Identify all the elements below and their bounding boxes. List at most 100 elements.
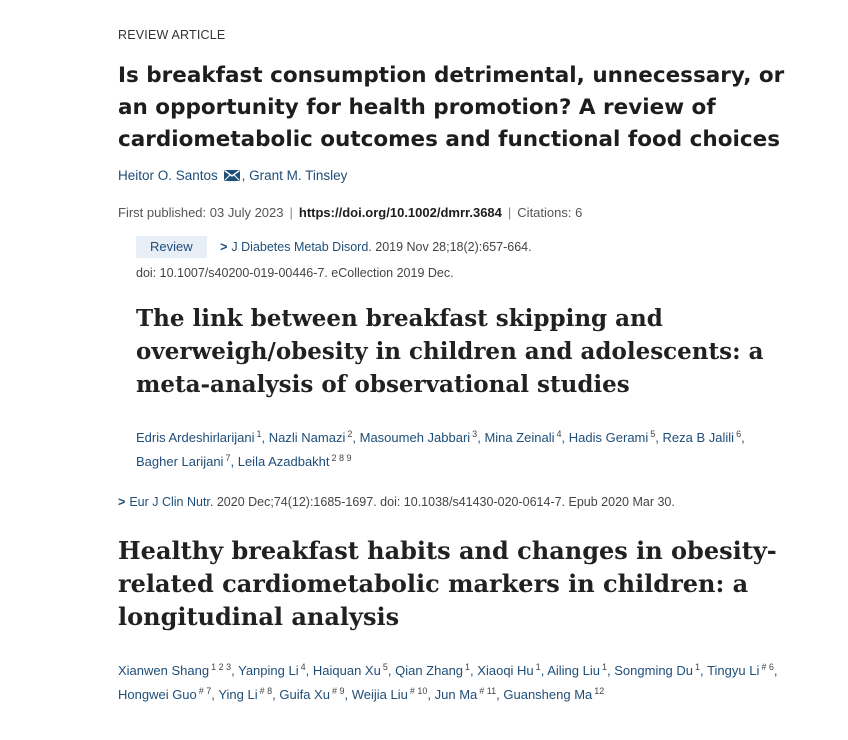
author-link[interactable]: Tingyu Li bbox=[707, 663, 760, 678]
affiliation-number[interactable]: 5 bbox=[650, 429, 656, 439]
author-entry: Guifa Xu # 9, bbox=[279, 686, 348, 702]
author-separator: , bbox=[773, 663, 778, 678]
author-separator: , bbox=[230, 454, 235, 469]
author-entry: Ailing Liu 1, bbox=[547, 662, 611, 678]
author-link[interactable]: Reza B Jalili bbox=[662, 430, 735, 445]
author-link[interactable]: Guansheng Ma bbox=[503, 687, 593, 702]
citation-details: 2020 Dec;74(12):1685-1697. doi: 10.1038/… bbox=[213, 495, 675, 509]
affiliation-number[interactable]: 2 bbox=[347, 429, 353, 439]
author-link[interactable]: Hongwei Guo bbox=[118, 687, 197, 702]
author-entry: Weijia Liu # 10, bbox=[351, 686, 431, 702]
author-entry: Nazli Namazi 2, bbox=[268, 429, 356, 445]
publication-info: First published: 03 July 2023 | https://do… bbox=[118, 205, 583, 220]
author-entry: Haiquan Xu 5, bbox=[312, 662, 392, 678]
author-entry: Qian Zhang 1, bbox=[395, 662, 474, 678]
chevron-right-icon[interactable]: > bbox=[118, 495, 126, 509]
citation-line: > Eur J Clin Nutr. 2020 Dec;74(12):1685-1… bbox=[118, 495, 675, 509]
author-separator: , bbox=[470, 663, 474, 678]
envelope-icon[interactable] bbox=[223, 169, 240, 181]
author-link[interactable]: Qian Zhang bbox=[395, 663, 464, 678]
author-link[interactable]: Edris Ardeshirlarijani bbox=[136, 430, 255, 445]
author-separator: , bbox=[387, 663, 392, 678]
affiliation-number[interactable]: # 10 bbox=[409, 686, 428, 696]
author-link[interactable]: Mina Zeinali bbox=[484, 430, 555, 445]
author-link[interactable]: Guifa Xu bbox=[279, 687, 330, 702]
affiliation-number[interactable]: # 11 bbox=[479, 686, 497, 696]
author-separator: , bbox=[700, 663, 704, 678]
affiliation-number[interactable]: 1 bbox=[465, 662, 471, 672]
affiliation-number[interactable]: 1 2 3 bbox=[211, 662, 232, 672]
affiliation-number[interactable]: 2 8 9 bbox=[331, 453, 352, 463]
author-separator: , bbox=[272, 687, 276, 702]
author-link[interactable]: Weijia Liu bbox=[351, 687, 408, 702]
author-entry: Songming Du 1, bbox=[614, 662, 704, 678]
author-separator: , bbox=[607, 663, 611, 678]
author-link[interactable]: Ying Li bbox=[218, 687, 258, 702]
affiliation-number[interactable]: # 7 bbox=[198, 686, 212, 696]
author-entry: Ying Li # 8, bbox=[218, 686, 276, 702]
affiliation-number[interactable]: # 8 bbox=[259, 686, 273, 696]
doi-link[interactable]: https://doi.org/10.1002/dmrr.3684 bbox=[298, 205, 502, 220]
affiliation-number[interactable]: 4 bbox=[556, 429, 562, 439]
affiliation-number[interactable]: 3 bbox=[472, 429, 478, 439]
author-link[interactable]: Jun Ma bbox=[434, 687, 478, 702]
citation-details: 2019 Nov 28;18(2):657-664. bbox=[371, 240, 532, 254]
author-link[interactable]: Heitor O. Santos bbox=[118, 168, 218, 183]
author-separator: , bbox=[561, 430, 566, 445]
citations-count[interactable]: Citations: 6 bbox=[517, 205, 583, 220]
first-published: First published: 03 July 2023 bbox=[118, 205, 284, 220]
author-entry: Tingyu Li # 6, bbox=[707, 662, 778, 678]
affiliation-number[interactable]: 4 bbox=[300, 662, 306, 672]
author-link[interactable]: Masoumeh Jabbari bbox=[359, 430, 471, 445]
chevron-right-icon[interactable]: > bbox=[220, 240, 228, 254]
citation-line: Review > J Diabetes Metab Disord. 2019 No… bbox=[136, 236, 532, 258]
author-entry: Xiaoqi Hu 1, bbox=[477, 662, 545, 678]
author-entry: Xianwen Shang 1 2 3, bbox=[118, 662, 235, 678]
author-entry: Hadis Gerami 5, bbox=[568, 429, 659, 445]
author-separator: , bbox=[477, 430, 481, 445]
author-entry: Edris Ardeshirlarijani 1, bbox=[136, 429, 266, 445]
affiliation-number[interactable]: 12 bbox=[594, 686, 605, 696]
article-type-label: REVIEW ARTICLE bbox=[118, 28, 226, 42]
author-separator: , bbox=[540, 663, 545, 678]
author-list: Xianwen Shang 1 2 3, Yanping Li 4, Haiquan… bbox=[118, 657, 818, 705]
affiliation-number[interactable]: 1 bbox=[695, 662, 701, 672]
author-list: Edris Ardeshirlarijani 1, Nazli Namazi 2, … bbox=[136, 424, 826, 472]
author-link[interactable]: Xianwen Shang bbox=[118, 663, 210, 678]
author-entry: Yanping Li 4, bbox=[238, 662, 309, 678]
author-separator: , bbox=[241, 168, 250, 183]
article-title[interactable]: The link between breakfast skipping and … bbox=[136, 305, 764, 398]
author-link[interactable]: Bagher Larijani bbox=[136, 454, 224, 469]
author-link[interactable]: Grant M. Tinsley bbox=[249, 168, 348, 183]
affiliation-number[interactable]: 1 bbox=[601, 662, 607, 672]
affiliation-number[interactable]: 6 bbox=[736, 429, 742, 439]
author-link[interactable]: Leila Azadbakht bbox=[237, 454, 330, 469]
journal-link[interactable]: Eur J Clin Nutr. bbox=[129, 495, 214, 509]
review-badge: Review bbox=[136, 236, 207, 258]
affiliation-number[interactable]: 1 bbox=[535, 662, 541, 672]
author-separator: , bbox=[261, 430, 266, 445]
author-link[interactable]: Ailing Liu bbox=[547, 663, 600, 678]
author-link[interactable]: Hadis Gerami bbox=[568, 430, 649, 445]
affiliation-number[interactable]: # 9 bbox=[331, 686, 345, 696]
author-entry: Jun Ma # 11, bbox=[434, 686, 500, 702]
author-link[interactable]: Nazli Namazi bbox=[268, 430, 346, 445]
author-separator: , bbox=[655, 430, 659, 445]
author-link[interactable]: Songming Du bbox=[614, 663, 694, 678]
author-link[interactable]: Haiquan Xu bbox=[312, 663, 381, 678]
article-title[interactable]: Healthy breakfast habits and changes in … bbox=[118, 536, 777, 631]
author-separator: , bbox=[352, 430, 356, 445]
author-list: Heitor O. Santos , Grant M. Tinsley bbox=[118, 168, 347, 183]
affiliation-number[interactable]: # 6 bbox=[761, 662, 774, 672]
article-title[interactable]: Is breakfast consumption detrimental, un… bbox=[118, 63, 785, 152]
affiliation-number[interactable]: 7 bbox=[225, 453, 231, 463]
affiliation-number[interactable]: 1 bbox=[256, 429, 262, 439]
author-entry: Mina Zeinali 4, bbox=[484, 429, 566, 445]
author-entry: Masoumeh Jabbari 3, bbox=[359, 429, 481, 445]
affiliation-number[interactable]: 5 bbox=[382, 662, 388, 672]
author-separator: , bbox=[427, 687, 431, 702]
author-entry: Leila Azadbakht 2 8 9 bbox=[237, 453, 352, 469]
journal-link[interactable]: J Diabetes Metab Disord. bbox=[231, 240, 372, 254]
author-link[interactable]: Xiaoqi Hu bbox=[477, 663, 534, 678]
author-link[interactable]: Yanping Li bbox=[238, 663, 299, 678]
